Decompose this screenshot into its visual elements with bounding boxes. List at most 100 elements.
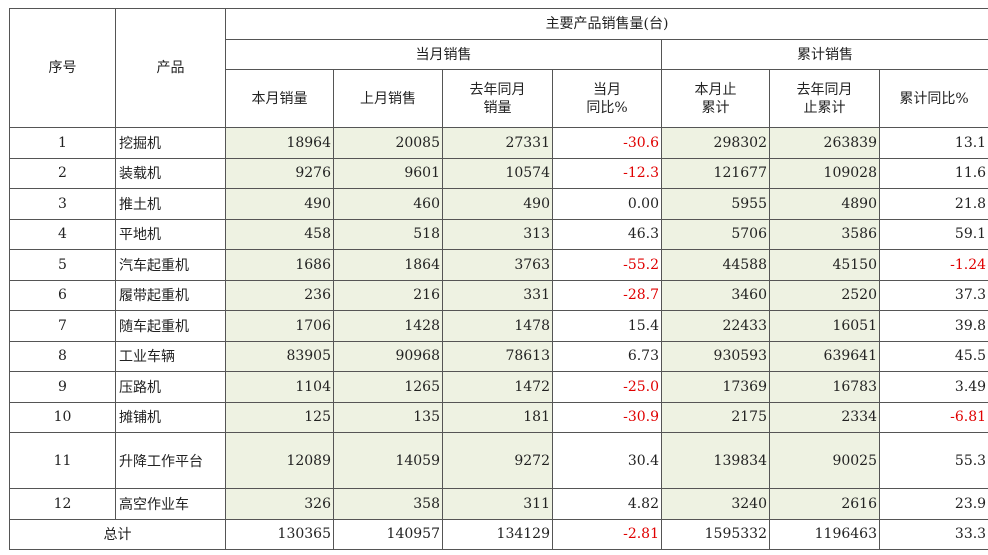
previous-month-cell: 135 [333, 401, 443, 433]
total-cumulative-yoy-cell: 33.3 [878, 518, 988, 550]
current-month-cell: 1104 [225, 371, 334, 403]
total-current-month-cell: 130365 [225, 518, 334, 550]
current-month-cell: 490 [225, 188, 334, 220]
last-year-cumulative-cell: 2616 [769, 488, 880, 520]
last-year-month-cell: 3763 [442, 249, 553, 281]
product-name: 装载机 [115, 157, 226, 189]
group-cumulative-header: 累计销售 [660, 39, 988, 70]
table-row: 11 升降工作平台 12089 14059 9272 30.4 139834 90025 55.… [9, 432, 988, 489]
row-index: 4 [9, 218, 116, 250]
product-name: 推土机 [115, 188, 226, 220]
cumulative-yoy-cell: 13.1 [878, 127, 988, 159]
last-year-cumulative-cell: 4890 [769, 188, 880, 220]
table-row: 7 随车起重机 1706 1428 1478 15.4 22433 16051 39.8 [9, 310, 988, 342]
month-yoy-cell: -12.3 [552, 157, 662, 189]
last-year-month-cell: 181 [442, 401, 553, 433]
total-cumulative-cell: 1595332 [661, 518, 770, 550]
cumulative-yoy-cell: 59.1 [878, 218, 988, 250]
table-row: 12 高空作业车 326 358 311 4.82 3240 2616 23.9 [9, 488, 988, 520]
col-current-month-header: 本月销量 [225, 69, 334, 128]
previous-month-cell: 358 [333, 488, 443, 520]
last-year-month-cell: 78613 [442, 340, 553, 372]
current-month-cell: 458 [225, 218, 334, 250]
previous-month-cell: 216 [333, 279, 443, 311]
sales-table: 序号 产品 主要产品销售量(台) 当月销售 累计销售 本月销量 上月销售 去年同月销… [9, 8, 988, 550]
current-month-cell: 236 [225, 279, 334, 311]
cumulative-yoy-cell: 23.9 [878, 488, 988, 520]
cumulative-yoy-cell: 21.8 [878, 188, 988, 220]
cumulative-cell: 298302 [661, 127, 770, 159]
current-month-cell: 9276 [225, 157, 334, 189]
product-name: 摊铺机 [115, 401, 226, 433]
cumulative-yoy-cell: 39.8 [878, 310, 988, 342]
last-year-cumulative-cell: 90025 [769, 432, 880, 489]
cumulative-cell: 5706 [661, 218, 770, 250]
total-label: 总计 [9, 518, 226, 550]
cumulative-yoy-cell: 37.3 [878, 279, 988, 311]
cumulative-yoy-cell: -6.81 [878, 401, 988, 433]
total-previous-month-cell: 140957 [333, 518, 443, 550]
current-month-cell: 1706 [225, 310, 334, 342]
product-name: 挖掘机 [115, 127, 226, 159]
subheader-row: 本月销量 上月销售 去年同月 销量 当月 同比% 本月止 累计 去年同月 止累计 累计同比% [10, 69, 988, 128]
last-year-month-cell: 27331 [442, 127, 553, 159]
last-year-month-cell: 490 [442, 188, 553, 220]
previous-month-cell: 90968 [333, 340, 443, 372]
cumulative-cell: 22433 [661, 310, 770, 342]
previous-month-cell: 1265 [333, 371, 443, 403]
month-yoy-cell: 30.4 [552, 432, 662, 489]
last-year-month-cell: 1478 [442, 310, 553, 342]
table-row: 10 摊铺机 125 135 181 -30.9 2175 2334 -6.81 [9, 401, 988, 433]
product-name: 平地机 [115, 218, 226, 250]
previous-month-cell: 518 [333, 218, 443, 250]
table-row: 5 汽车起重机 1686 1864 3763 -55.2 44588 45150 -1.24 [9, 249, 988, 281]
table-row: 1 挖掘机 18964 20085 27331 -30.6 298302 263839 13.1 [9, 127, 988, 159]
last-year-month-cell: 331 [442, 279, 553, 311]
cumulative-cell: 44588 [661, 249, 770, 281]
last-year-month-cell: 10574 [442, 157, 553, 189]
last-year-cumulative-cell: 16783 [769, 371, 880, 403]
last-year-cumulative-cell: 2334 [769, 401, 880, 433]
month-yoy-cell: 6.73 [552, 340, 662, 372]
table-row: 8 工业车辆 83905 90968 78613 6.73 930593 639641 45.5 [9, 340, 988, 372]
product-name: 压路机 [115, 371, 226, 403]
previous-month-cell: 20085 [333, 127, 443, 159]
row-index: 12 [9, 488, 116, 520]
col-product-header: 产品 [115, 8, 226, 128]
month-yoy-cell: 15.4 [552, 310, 662, 342]
last-year-month-cell: 313 [442, 218, 553, 250]
previous-month-cell: 14059 [333, 432, 443, 489]
last-year-cumulative-cell: 639641 [769, 340, 880, 372]
last-year-cumulative-cell: 109028 [769, 157, 880, 189]
cumulative-cell: 17369 [661, 371, 770, 403]
cumulative-cell: 3240 [661, 488, 770, 520]
row-index: 7 [9, 310, 116, 342]
table-row: 9 压路机 1104 1265 1472 -25.0 17369 16783 3.49 [9, 371, 988, 403]
previous-month-cell: 9601 [333, 157, 443, 189]
month-yoy-cell: -30.9 [552, 401, 662, 433]
month-yoy-cell: 4.82 [552, 488, 662, 520]
row-index: 6 [9, 279, 116, 311]
row-index: 11 [9, 432, 116, 489]
product-name: 升降工作平台 [115, 432, 226, 489]
table-body: 1 挖掘机 18964 20085 27331 -30.6 298302 263839 13.1… [9, 127, 988, 550]
cumulative-yoy-cell: -1.24 [878, 249, 988, 281]
cumulative-cell: 5955 [661, 188, 770, 220]
previous-month-cell: 1428 [333, 310, 443, 342]
cumulative-cell: 930593 [661, 340, 770, 372]
col-index-header: 序号 [9, 8, 116, 128]
last-year-month-cell: 311 [442, 488, 553, 520]
col-month-yoy-header: 当月 同比% [552, 69, 662, 128]
table-row: 2 装载机 9276 9601 10574 -12.3 121677 109028 11.6 [9, 157, 988, 189]
product-name: 汽车起重机 [115, 249, 226, 281]
month-yoy-cell: -55.2 [552, 249, 662, 281]
table-title: 主要产品销售量(台) [224, 8, 988, 40]
current-month-cell: 83905 [225, 340, 334, 372]
row-index: 10 [9, 401, 116, 433]
last-year-cumulative-cell: 45150 [769, 249, 880, 281]
total-last-year-month-cell: 134129 [442, 518, 553, 550]
current-month-cell: 12089 [225, 432, 334, 489]
current-month-cell: 125 [225, 401, 334, 433]
last-year-cumulative-cell: 3586 [769, 218, 880, 250]
table-row: 6 履带起重机 236 216 331 -28.7 3460 2520 37.3 [9, 279, 988, 311]
